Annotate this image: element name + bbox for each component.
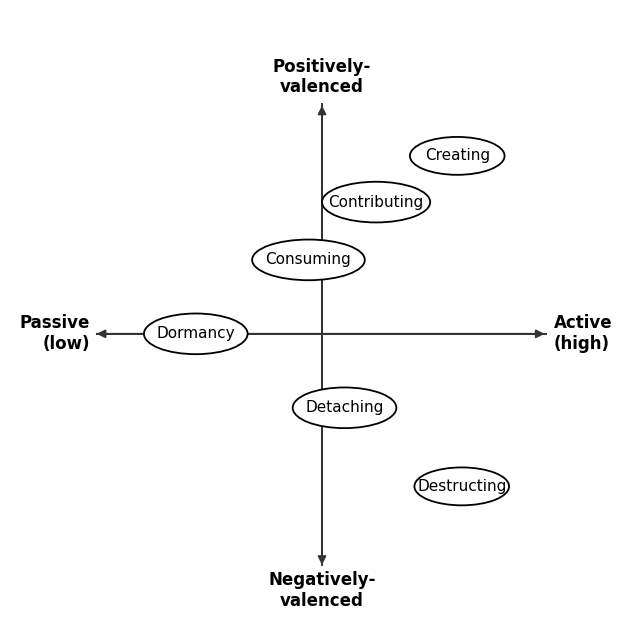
Ellipse shape — [410, 137, 505, 175]
Text: Detaching: Detaching — [305, 401, 384, 415]
Text: Active
(high): Active (high) — [554, 315, 612, 353]
Text: Consuming: Consuming — [265, 252, 352, 267]
Text: Destructing: Destructing — [417, 479, 506, 494]
Text: Positively-
valenced: Positively- valenced — [273, 58, 371, 96]
Text: Passive
(low): Passive (low) — [20, 315, 90, 353]
Text: Contributing: Contributing — [328, 195, 424, 209]
Text: Creating: Creating — [424, 148, 490, 163]
Ellipse shape — [144, 313, 247, 354]
Ellipse shape — [322, 182, 430, 222]
Ellipse shape — [252, 239, 365, 280]
Text: Negatively-
valenced: Negatively- valenced — [269, 571, 375, 610]
Ellipse shape — [415, 467, 509, 505]
Text: Dormancy: Dormancy — [156, 326, 235, 342]
Ellipse shape — [292, 388, 396, 428]
